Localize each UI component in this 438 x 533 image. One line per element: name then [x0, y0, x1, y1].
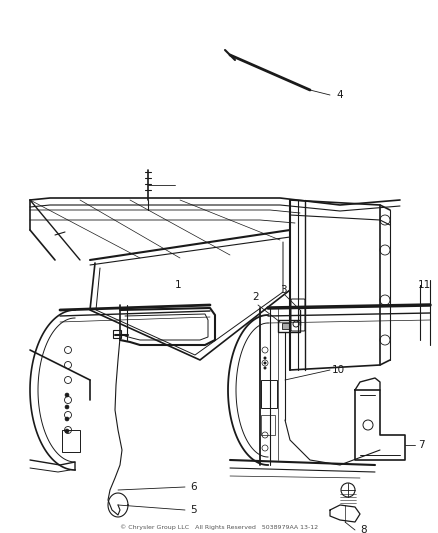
Text: 2: 2	[252, 292, 258, 302]
Circle shape	[264, 367, 266, 369]
Text: 6: 6	[190, 482, 197, 492]
Text: 1: 1	[175, 280, 182, 290]
Text: 3: 3	[280, 285, 286, 295]
Bar	[261, 380, 277, 408]
Bar	[282, 323, 290, 329]
Text: 4: 4	[336, 90, 343, 100]
Text: 8: 8	[360, 525, 367, 533]
Text: 11: 11	[418, 280, 431, 290]
Circle shape	[264, 357, 266, 359]
Text: © Chrysler Group LLC   All Rights Reserved   5038979AA 13-12: © Chrysler Group LLC All Rights Reserved…	[120, 524, 318, 530]
Text: 10: 10	[332, 365, 345, 375]
Circle shape	[65, 393, 69, 397]
Circle shape	[65, 405, 69, 409]
Circle shape	[264, 361, 266, 365]
Bar	[113, 330, 121, 338]
Bar	[261, 415, 275, 435]
Bar	[62, 430, 80, 452]
Circle shape	[65, 429, 69, 433]
Circle shape	[65, 417, 69, 421]
Text: 5: 5	[190, 505, 197, 515]
Text: 7: 7	[418, 440, 424, 450]
Bar	[278, 320, 300, 332]
